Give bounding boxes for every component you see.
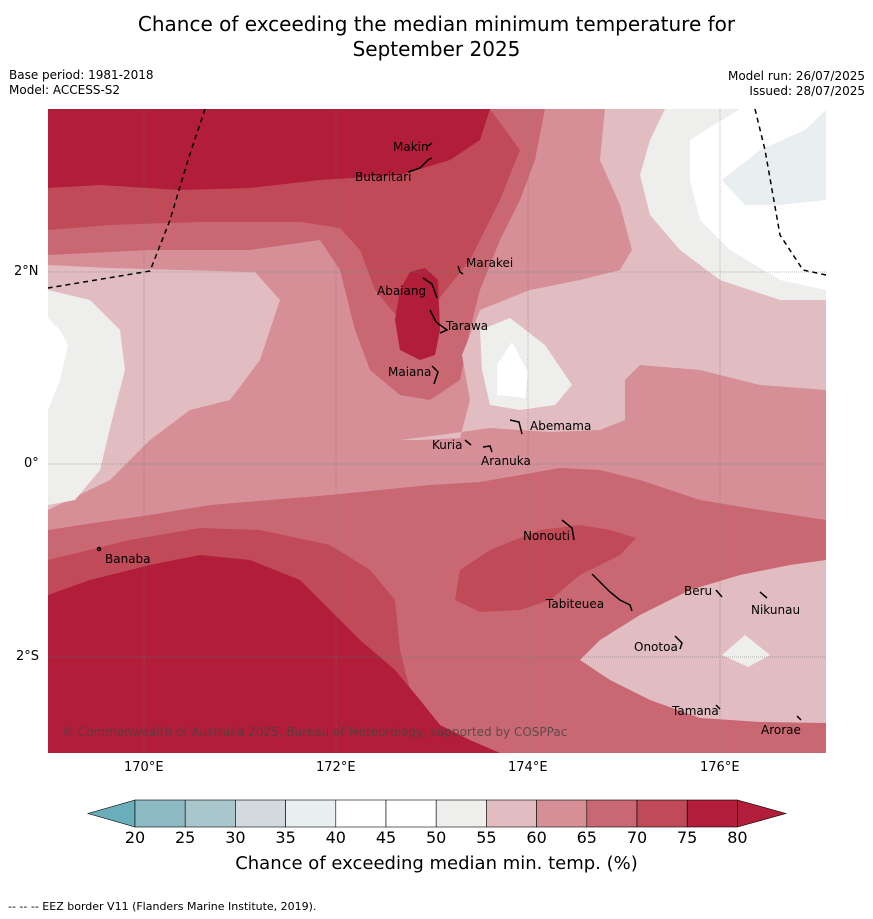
colorbar-box (134, 799, 186, 828)
colorbar-tick-label: 75 (677, 828, 698, 847)
colorbar-box (184, 799, 236, 828)
island-arorae (796, 715, 802, 721)
label-makin: Makin (393, 140, 429, 154)
islands (96, 142, 802, 721)
label-nikunau: Nikunau (751, 603, 800, 617)
colorbar-box (536, 799, 588, 828)
colorbar-box (586, 799, 638, 828)
label-arorae: Arorae (761, 723, 801, 737)
colorbar-extend-high (737, 799, 788, 828)
island-tamana (715, 704, 721, 710)
label-aranuka: Aranuka (481, 454, 531, 468)
model-run: Model run: 26/07/2025 (727, 69, 865, 83)
colorbar-tick-label: 55 (476, 828, 497, 847)
colorbar-box (636, 799, 688, 828)
label-nonouti: Nonouti (523, 529, 570, 543)
colorbar-tick-label: 30 (225, 828, 246, 847)
lon-label-176e: 176°E (700, 760, 740, 775)
label-abaiang: Abaiang (377, 284, 426, 298)
colorbar-box (285, 799, 337, 828)
eez-border (47, 108, 827, 289)
island-abemama (509, 419, 523, 435)
band-50-55-west (48, 318, 68, 410)
band-55-60-southeast (722, 635, 770, 667)
label-banaba: Banaba (105, 552, 151, 566)
label-tamana: Tamana (671, 704, 719, 718)
eez-border-east (754, 108, 827, 276)
island-tarawa (429, 309, 449, 334)
map-title: Chance of exceeding the median minimum t… (0, 12, 873, 62)
colorbar-box (486, 799, 537, 828)
colorbar-tick-label: 40 (325, 828, 346, 847)
band-80plus-north (48, 109, 490, 190)
base-period: Base period: 1981-2018 (9, 68, 154, 82)
colorbar-title: Chance of exceeding median min. temp. (%… (235, 853, 638, 874)
colorbar-tick-label: 65 (576, 828, 597, 847)
island-beru (715, 589, 723, 598)
place-labels: Makin Butaritari Marakei Abaiang Tarawa … (105, 140, 801, 737)
label-butaritari: Butaritari (355, 170, 412, 184)
meta-left: Base period: 1981-2018 Model: ACCESS-S2 (9, 68, 154, 98)
band-40-45-northeast (722, 110, 826, 205)
title-line-2: September 2025 (352, 37, 521, 61)
colorbar-extend-low (86, 799, 136, 828)
label-maiana: Maiana (388, 365, 431, 379)
band-60-65-southeast (580, 560, 826, 723)
grid-lines (48, 109, 826, 753)
lon-label-174e: 174°E (508, 760, 548, 775)
lat-label-2n: 2°N (14, 264, 39, 279)
colorbar-tick-label: 25 (175, 828, 196, 847)
copyright-watermark: © Commonwealth of Australia 2025, Bureau… (62, 725, 567, 739)
colorbar-tick-label: 80 (727, 828, 748, 847)
band-80plus-tarawa (395, 268, 440, 360)
colorbar-tick-label: 45 (375, 828, 397, 847)
band-80plus-south (48, 555, 500, 753)
lat-label-2s: 2°S (16, 649, 40, 664)
label-abemama: Abemama (530, 419, 591, 433)
lat-label-0: 0° (24, 456, 39, 471)
label-marakei: Marakei (466, 256, 513, 270)
label-tabiteuea: Tabiteuea (545, 597, 604, 611)
island-maiana (431, 365, 439, 385)
label-onotoa: Onotoa (634, 640, 678, 654)
island-nonouti (561, 519, 575, 541)
band-50-55-center (497, 342, 528, 398)
title-line-1: Chance of exceeding the median minimum t… (137, 12, 736, 36)
island-butaritari (407, 157, 433, 173)
label-kuria: Kuria (432, 438, 463, 452)
island-kuria (464, 439, 472, 446)
meta-right: Model run: 26/07/2025 Issued: 28/07/2025 (728, 69, 865, 99)
colorbar-box (686, 799, 738, 828)
island-makin (427, 142, 433, 147)
contour-fill (48, 109, 826, 753)
island-marakei (457, 265, 464, 275)
colorbar-box (335, 799, 387, 828)
colorbar-box (385, 799, 437, 828)
colorbar (86, 799, 788, 828)
island-banaba (96, 546, 102, 552)
label-tarawa: Tarawa (445, 319, 488, 333)
label-beru: Beru (684, 584, 712, 598)
island-onotoa (674, 635, 683, 650)
island-abaiang (422, 277, 438, 299)
eez-footnote: -- -- -- EEZ border V11 (Flanders Marine… (8, 900, 317, 913)
model-name: Model: ACCESS-S2 (9, 83, 121, 97)
band-75-80-nonouti (455, 525, 636, 612)
island-tabiteuea (591, 573, 633, 612)
colorbar-tick-label: 20 (124, 828, 146, 847)
lon-label-172e: 172°E (316, 760, 356, 775)
colorbar-tick-label: 70 (626, 828, 648, 847)
colorbar-box (235, 799, 286, 828)
lon-label-170e: 170°E (124, 760, 164, 775)
colorbar-tick-label: 35 (275, 828, 296, 847)
colorbar-tick-label: 50 (426, 828, 447, 847)
colorbar-tick-label: 60 (526, 828, 547, 847)
issued-date: Issued: 28/07/2025 (749, 84, 865, 98)
island-aranuka (482, 445, 493, 453)
island-nikunau (759, 591, 768, 599)
colorbar-box (435, 799, 487, 828)
